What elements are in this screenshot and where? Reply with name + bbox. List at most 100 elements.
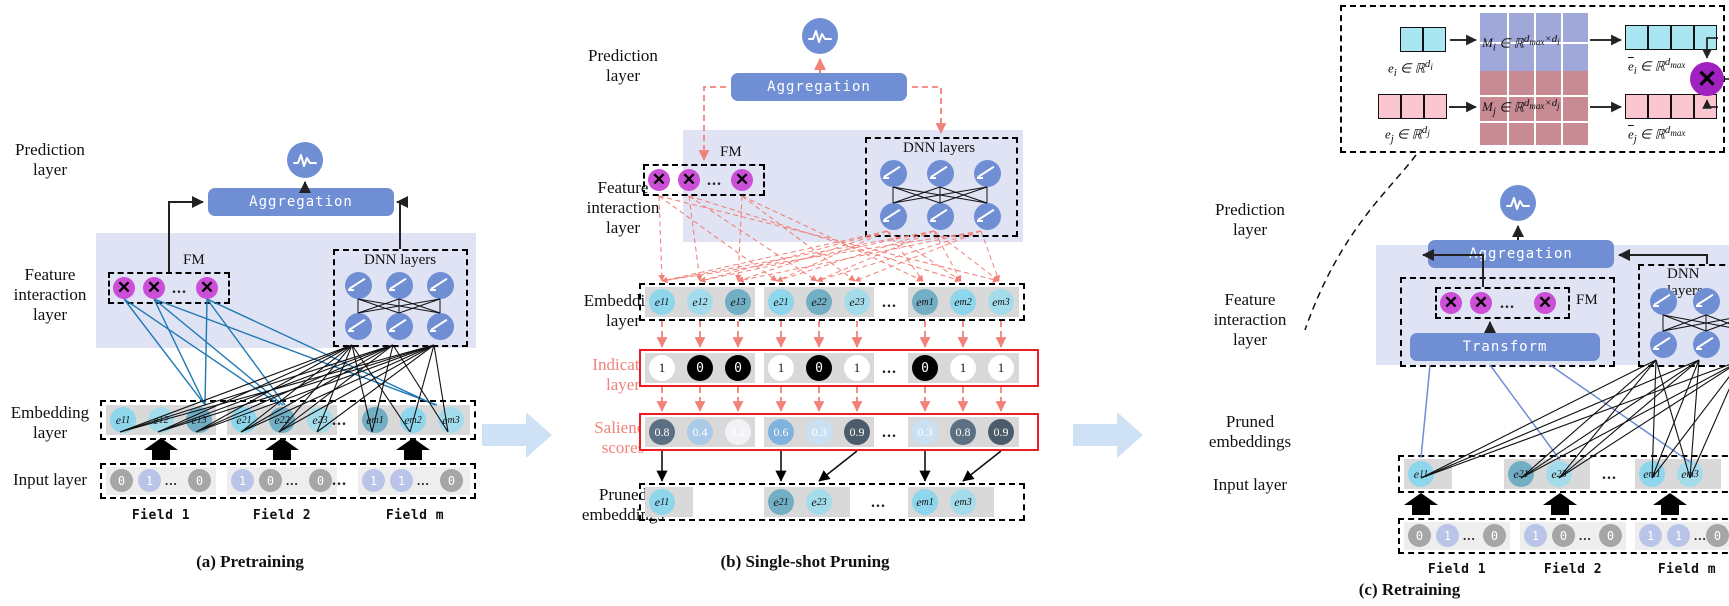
indicator-ellipsis: ... [882,360,897,377]
transform-output-i-label: ei ∈ ℝdmax [1628,56,1686,77]
panel-caption-a: (a) Pretraining [196,552,304,571]
fm-label: FM [720,144,742,160]
input-inner-ellipsis: ... [417,473,430,488]
vector-cell [1378,94,1401,119]
fm-node-1: ✕ [143,277,165,299]
input-node: 1 [231,469,254,492]
panel-single-shot-pruning: Prediction layer Feature interaction layer … [555,0,1055,606]
dnn-node [927,203,954,230]
aggregation-box[interactable]: Aggregation [731,73,907,101]
embedding-node-e13: e 13 [186,407,212,433]
salience-node: 0.3 [912,419,938,445]
dnn-node [880,160,907,187]
aggregation-label: Aggregation [1469,246,1573,262]
pruned-node-em1: e m1 [912,489,938,515]
embedding-node-em1: e m1 [362,407,388,433]
fm-node-0: ✕ [648,169,670,191]
pruned-node-em1: e m1 [1639,461,1665,487]
input-inner-ellipsis: ... [165,473,178,488]
fm-ellipsis: ... [1500,295,1515,312]
embedding-node-e21: e 21 [231,407,257,433]
indicator-node: 1 [768,355,794,381]
pruned-node-e21: e 21 [768,489,794,515]
flow-arrow-b-to-c [1073,412,1145,463]
field-label-m: Field m [1657,562,1717,577]
embedding-node-e12: e 12 [148,407,174,433]
matrix-m-i-label: Mi ∈ ℝdmax×di [1482,33,1560,54]
indicator-node: 1 [950,355,976,381]
transform-label: Transform [1462,339,1548,355]
input-ellipsis: ... [332,472,347,489]
embedding-node-em3: e m3 [988,289,1014,315]
embedding-node-e22: e 22 [269,407,295,433]
pruned-node-em3: e m3 [950,489,976,515]
fm-node-1: ✕ [1470,292,1492,314]
matrix-m-j-grid [1480,71,1588,145]
row-label-feature-interaction-layer: Feature interaction layer [1213,290,1287,349]
indicator-node: 0 [725,355,751,381]
input-node: 0 [188,469,211,492]
aggregation-box[interactable]: Aggregation [1428,240,1614,268]
pruned-embeddings-box [639,483,1025,521]
input-inner-ellipsis: ... [1463,528,1476,543]
input-node: 0 [440,469,463,492]
row-label-indicator-layer: Indicator layer [592,355,654,394]
input-node: 0 [1552,524,1575,547]
salience-node: 0.9 [844,419,870,445]
aggregation-box[interactable]: Aggregation [208,188,394,216]
input-inner-ellipsis: ... [1694,528,1707,543]
input-node: 1 [1639,524,1662,547]
dnn-node [386,272,413,299]
salience-node: 0.8 [649,419,675,445]
vector-cell [1671,25,1694,50]
vector-cell [1401,94,1424,119]
embedding-node-e21: e 21 [768,289,794,315]
embedding-node-em2: e m2 [950,289,976,315]
fm-node-2: ✕ [196,277,218,299]
embedding-node-e23: e 23 [844,289,870,315]
panel-pretraining: Prediction layer Feature interaction layer … [0,0,500,606]
input-inner-ellipsis: ... [286,473,299,488]
input-node: 1 [138,469,161,492]
row-label-feature-interaction-layer: Feature interaction layer [13,265,87,324]
transform-box[interactable]: Transform [1410,333,1600,361]
dnn-label: DNN layers [903,140,976,156]
pruned-node-e11: e 11 [649,489,675,515]
embedding-node-e22: e 22 [806,289,832,315]
transform-input-j-label: ej ∈ ℝdj [1385,124,1430,145]
input-node: 1 [1436,524,1459,547]
elementwise-product-icon: ✕ [1690,62,1724,96]
row-label-prediction-layer: Prediction layer [588,46,658,85]
pruned-node-e23: e 23 [1546,461,1572,487]
input-node: 0 [259,469,282,492]
row-label-feature-interaction-layer: Feature interaction layer [586,178,660,237]
transform-input-i-cells [1400,27,1446,52]
field-label-2: Field 2 [252,508,312,523]
matrix-m-i-grid [1480,13,1588,71]
dnn-node [974,203,1001,230]
dnn-node [1693,288,1720,315]
sigmoid-icon [1500,185,1536,221]
vector-cell [1424,94,1447,119]
input-node: 0 [110,469,133,492]
embedding-ellipsis: ... [332,412,347,429]
dnn-node [386,313,413,340]
indicator-node: 1 [649,355,675,381]
embedding-node-e11: e 11 [110,407,136,433]
dnn-node [1650,288,1677,315]
dnn-node [880,203,907,230]
salience-node: 0.8 [950,419,976,445]
row-label-prediction-layer: Prediction layer [15,140,85,179]
vector-cell [1648,94,1671,119]
dnn-label: DNN layers [364,252,437,268]
embedding-node-e23: e 23 [307,407,333,433]
field-label-1: Field 1 [131,508,191,523]
input-node: 0 [1483,524,1506,547]
input-node: 0 [309,469,332,492]
salience-ellipsis: ... [882,424,897,441]
pruned-node-e11: e 11 [1408,461,1434,487]
input-node: 1 [1667,524,1690,547]
row-label-embedding-layer: Embedding layer [10,403,90,442]
transform-input-j-cells [1378,94,1447,119]
embedding-node-em1: e m1 [912,289,938,315]
